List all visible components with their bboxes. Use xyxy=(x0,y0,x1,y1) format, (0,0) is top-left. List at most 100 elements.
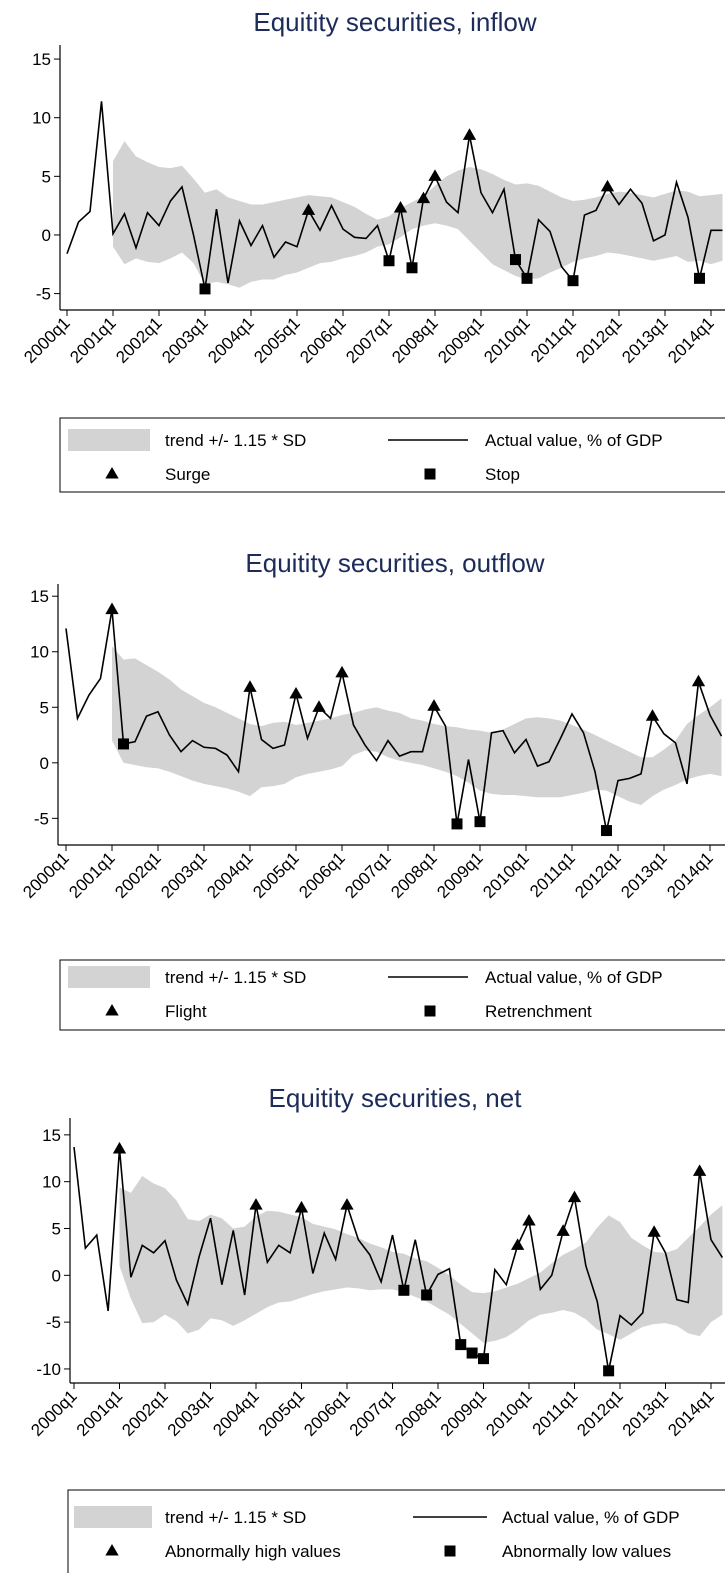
square-marker xyxy=(451,818,463,830)
legend-swatch xyxy=(68,966,150,988)
legend-box xyxy=(59,959,725,1031)
legend-label: trend +/- 1.15 * SD xyxy=(165,431,306,450)
x-tick-label: 2007q1 xyxy=(346,1386,400,1440)
x-tick-label: 2007q1 xyxy=(342,313,396,367)
x-tick-label: 2000q1 xyxy=(27,1386,81,1440)
legend-label: Stop xyxy=(485,465,520,484)
legend-marker xyxy=(105,1544,119,1556)
x-tick-label: 2001q1 xyxy=(66,313,120,367)
triangle-marker xyxy=(462,128,477,140)
y-tick-label: 15 xyxy=(42,1126,61,1145)
triangle-marker xyxy=(340,1198,354,1210)
y-tick-label: 10 xyxy=(30,643,49,662)
x-tick-label: 2001q1 xyxy=(65,848,119,902)
square-marker xyxy=(383,255,395,267)
square-marker xyxy=(455,1339,467,1351)
legend-label: Abnormally low values xyxy=(502,1542,671,1561)
triangle-marker xyxy=(249,1198,263,1210)
y-tick-label: 0 xyxy=(42,226,51,245)
triangle-marker xyxy=(105,602,119,615)
triangle-marker xyxy=(335,665,349,678)
chart-title: Equitity securities, net xyxy=(269,1083,523,1113)
triangle-marker xyxy=(112,1141,127,1154)
square-marker xyxy=(521,272,533,284)
square-marker xyxy=(601,825,612,837)
triangle-marker xyxy=(393,200,408,213)
x-tick-label: 2004q1 xyxy=(203,848,257,902)
actual-line xyxy=(66,101,723,290)
x-tick-label: 2009q1 xyxy=(433,848,487,902)
x-tick-label: 2005q1 xyxy=(249,848,303,902)
square-marker xyxy=(398,1284,410,1296)
x-tick-label: 2009q1 xyxy=(434,313,488,367)
actual-line xyxy=(65,609,723,831)
x-tick-label: 2006q1 xyxy=(300,1386,354,1440)
y-tick-label: 15 xyxy=(30,587,49,606)
triangle-marker xyxy=(522,1214,536,1226)
y-tick-label: 0 xyxy=(40,754,49,773)
y-tick-label: -5 xyxy=(46,1313,61,1332)
y-tick-label: 5 xyxy=(42,167,51,186)
triangle-marker xyxy=(692,1164,707,1176)
y-tick-label: 5 xyxy=(52,1219,61,1238)
x-tick-label: 2000q1 xyxy=(19,848,73,902)
legend-box xyxy=(59,417,725,493)
triangle-marker xyxy=(289,686,303,699)
triangle-marker xyxy=(243,680,257,692)
square-marker xyxy=(406,262,418,274)
legend-marker xyxy=(424,1005,436,1017)
trend-band xyxy=(112,646,722,806)
x-tick-label: 2011q1 xyxy=(529,1386,582,1439)
x-tick-label: 2012q1 xyxy=(573,1386,627,1440)
legend-label: Flight xyxy=(165,1002,207,1021)
x-tick-label: 2010q1 xyxy=(480,313,534,367)
triangle-marker xyxy=(301,203,316,215)
square-marker xyxy=(603,1365,615,1377)
triangle-marker xyxy=(428,169,442,181)
chart-title: Equitity securities, outflow xyxy=(245,548,544,578)
x-tick-label: 2000q1 xyxy=(20,313,74,367)
triangle-marker xyxy=(600,179,615,192)
x-tick-label: 2012q1 xyxy=(571,848,625,902)
legend-label: Abnormally high values xyxy=(165,1542,341,1561)
triangle-marker xyxy=(691,674,706,687)
x-tick-label: 2011q1 xyxy=(527,313,580,366)
y-tick-label: -5 xyxy=(36,285,51,304)
legend-marker xyxy=(105,467,119,479)
x-tick-label: 2006q1 xyxy=(296,313,350,367)
legend-label: trend +/- 1.15 * SD xyxy=(165,968,306,987)
x-tick-label: 2001q1 xyxy=(73,1386,127,1440)
triangle-marker xyxy=(647,1225,661,1237)
legend-label: Actual value, % of GDP xyxy=(485,968,663,987)
chart-title: Equitity securities, inflow xyxy=(253,7,536,37)
square-marker xyxy=(510,254,521,266)
x-tick-label: 2004q1 xyxy=(204,313,258,367)
x-tick-label: 2005q1 xyxy=(255,1386,309,1440)
legend-marker xyxy=(424,468,436,480)
x-tick-label: 2013q1 xyxy=(619,1386,673,1440)
x-tick-label: 2013q1 xyxy=(617,848,671,902)
x-tick-label: 2008q1 xyxy=(388,313,442,367)
square-marker xyxy=(694,272,705,284)
triangle-marker xyxy=(427,699,441,711)
x-tick-label: 2014q1 xyxy=(664,1386,718,1440)
y-tick-label: -5 xyxy=(34,809,49,828)
actual-line xyxy=(73,1146,724,1371)
y-tick-label: 5 xyxy=(40,698,49,717)
triangle-marker xyxy=(294,1200,309,1213)
y-tick-label: 0 xyxy=(52,1266,61,1285)
square-marker xyxy=(199,283,211,295)
square-marker xyxy=(118,738,129,750)
x-tick-label: 2010q1 xyxy=(479,848,533,902)
x-tick-label: 2013q1 xyxy=(618,313,672,367)
square-marker xyxy=(567,275,579,287)
x-tick-label: 2008q1 xyxy=(391,1386,445,1440)
legend-marker xyxy=(105,1004,119,1016)
x-tick-label: 2008q1 xyxy=(387,848,441,902)
triangle-marker xyxy=(312,700,326,712)
y-tick-label: 15 xyxy=(32,50,51,69)
x-tick-label: 2007q1 xyxy=(341,848,395,902)
trend-band xyxy=(113,141,723,288)
x-tick-label: 2005q1 xyxy=(250,313,304,367)
triangle-marker xyxy=(567,1190,582,1203)
